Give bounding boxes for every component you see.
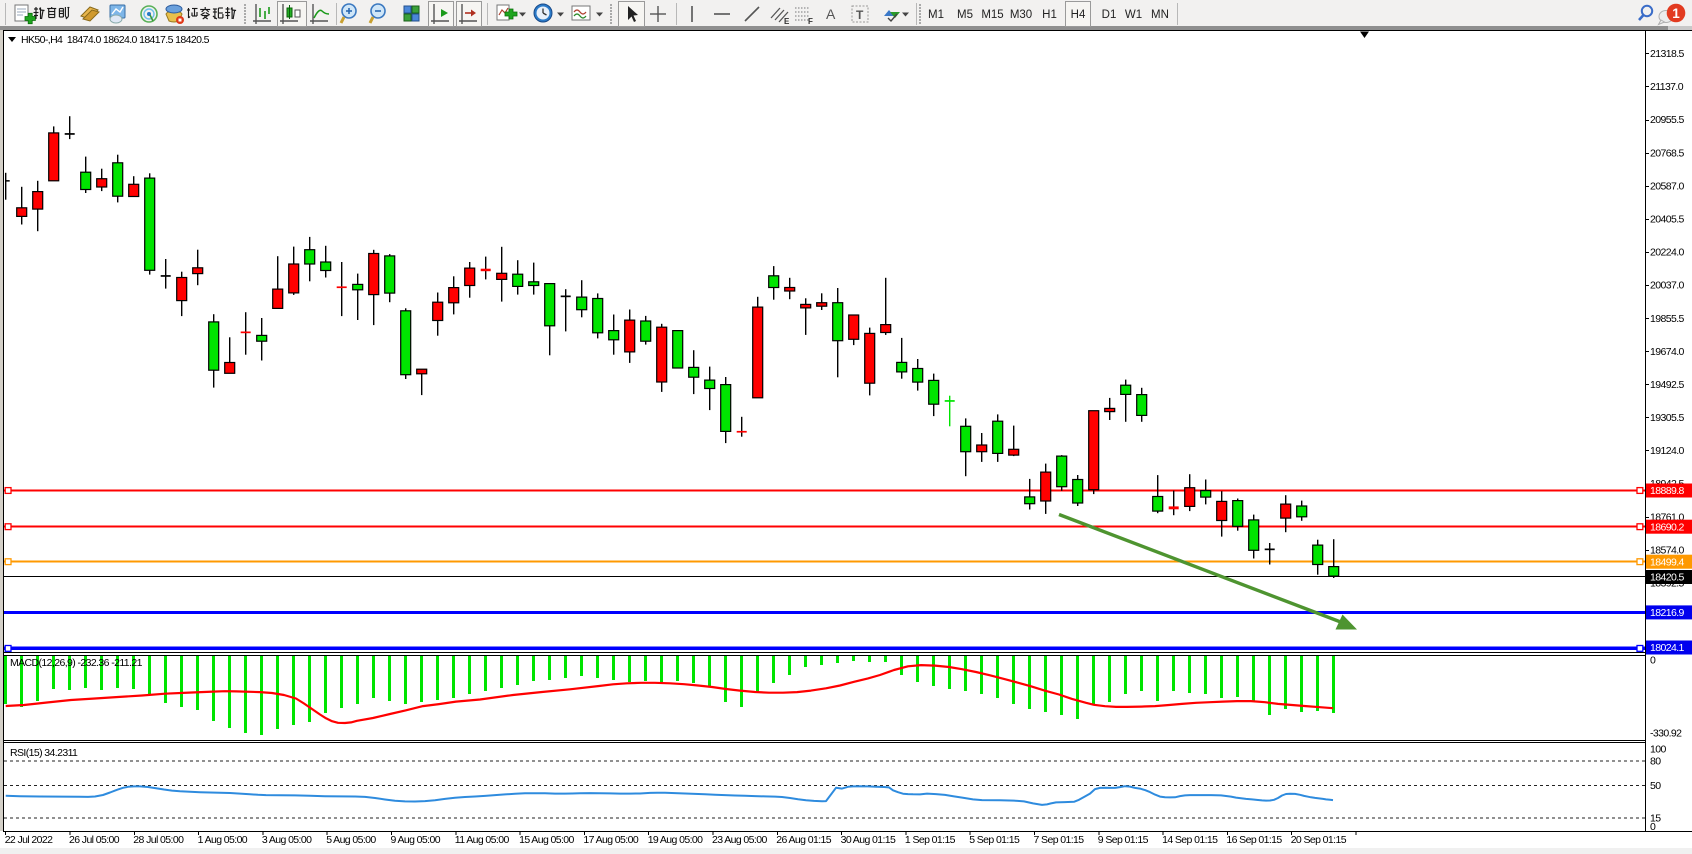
svg-text:1 Aug 05:00: 1 Aug 05:00 <box>198 834 248 846</box>
svg-text:19124.0: 19124.0 <box>1650 445 1685 457</box>
svg-text:H4: H4 <box>1071 9 1086 21</box>
svg-text:9 Sep 01:15: 9 Sep 01:15 <box>1098 834 1149 846</box>
svg-text:20037.0: 20037.0 <box>1650 280 1685 292</box>
svg-text:50: 50 <box>1650 780 1661 792</box>
svg-text:16 Sep 01:15: 16 Sep 01:15 <box>1226 834 1282 846</box>
svg-text:19 Aug 05:00: 19 Aug 05:00 <box>648 834 703 846</box>
svg-text:26 Aug 01:15: 26 Aug 01:15 <box>776 834 831 846</box>
svg-text:15 Aug 05:00: 15 Aug 05:00 <box>519 834 574 846</box>
svg-text:22 Jul 2022: 22 Jul 2022 <box>5 834 53 846</box>
svg-text:1: 1 <box>1672 6 1680 21</box>
svg-text:18574.0: 18574.0 <box>1650 544 1685 556</box>
svg-text:5 Sep 01:15: 5 Sep 01:15 <box>969 834 1020 846</box>
svg-text:HK50-,H4 18474.0 18624.0 1841: HK50-,H4 18474.0 18624.0 18417.5 18420.5 <box>21 34 210 46</box>
svg-text:19674.0: 19674.0 <box>1650 346 1685 358</box>
svg-text:E: E <box>784 17 790 26</box>
svg-text:MACD(12,26,9) -232.36 -211.21: MACD(12,26,9) -232.36 -211.21 <box>10 657 143 669</box>
svg-text:26 Jul 05:00: 26 Jul 05:00 <box>69 834 120 846</box>
svg-text:-330.92: -330.92 <box>1650 728 1682 740</box>
svg-text:M1: M1 <box>928 9 944 21</box>
svg-text:80: 80 <box>1650 756 1661 768</box>
svg-text:19492.5: 19492.5 <box>1650 379 1685 391</box>
svg-text:20955.5: 20955.5 <box>1650 114 1685 126</box>
svg-text:28 Jul 05:00: 28 Jul 05:00 <box>133 834 184 846</box>
svg-text:23 Aug 05:00: 23 Aug 05:00 <box>712 834 767 846</box>
svg-text:18690.2: 18690.2 <box>1650 521 1685 533</box>
svg-text:20405.5: 20405.5 <box>1650 214 1685 226</box>
svg-text:11 Aug 05:00: 11 Aug 05:00 <box>455 834 510 846</box>
svg-text:M30: M30 <box>1010 9 1032 21</box>
svg-text:19305.5: 19305.5 <box>1650 412 1685 424</box>
svg-text:5 Aug 05:00: 5 Aug 05:00 <box>326 834 376 846</box>
svg-text:D1: D1 <box>1102 9 1117 21</box>
svg-text:1 Sep 01:15: 1 Sep 01:15 <box>905 834 956 846</box>
svg-text:M5: M5 <box>957 9 973 21</box>
svg-text:M15: M15 <box>981 9 1003 21</box>
svg-text:RSI(15) 34.2311: RSI(15) 34.2311 <box>10 747 78 759</box>
svg-text:19855.5: 19855.5 <box>1650 313 1685 325</box>
svg-text:21318.5: 21318.5 <box>1650 48 1685 60</box>
svg-text:17 Aug 05:00: 17 Aug 05:00 <box>583 834 638 846</box>
svg-text:15: 15 <box>1650 812 1661 824</box>
svg-text:0: 0 <box>1650 655 1656 667</box>
svg-text:21137.0: 21137.0 <box>1650 81 1684 93</box>
svg-text:3 Aug 05:00: 3 Aug 05:00 <box>262 834 312 846</box>
svg-text:18889.8: 18889.8 <box>1650 485 1685 497</box>
svg-text:20587.0: 20587.0 <box>1650 180 1685 192</box>
svg-text:20224.0: 20224.0 <box>1650 247 1685 259</box>
svg-text:MN: MN <box>1151 9 1169 21</box>
svg-text:A: A <box>826 6 836 22</box>
svg-text:9 Aug 05:00: 9 Aug 05:00 <box>391 834 441 846</box>
svg-text:H1: H1 <box>1042 9 1057 21</box>
svg-text:100: 100 <box>1650 743 1666 755</box>
svg-text:18499.4: 18499.4 <box>1650 556 1685 568</box>
svg-text:20 Sep 01:15: 20 Sep 01:15 <box>1291 834 1347 846</box>
svg-text:18024.1: 18024.1 <box>1650 642 1685 654</box>
svg-text:W1: W1 <box>1125 9 1142 21</box>
svg-text:7 Sep 01:15: 7 Sep 01:15 <box>1034 834 1085 846</box>
svg-text:30 Aug 01:15: 30 Aug 01:15 <box>841 834 896 846</box>
svg-text:20768.5: 20768.5 <box>1650 147 1685 159</box>
svg-text:18216.9: 18216.9 <box>1650 607 1685 619</box>
svg-text:18420.5: 18420.5 <box>1650 572 1685 584</box>
svg-text:F: F <box>808 17 813 26</box>
svg-text:T: T <box>856 8 864 22</box>
svg-text:0: 0 <box>1650 821 1656 833</box>
svg-text:14 Sep 01:15: 14 Sep 01:15 <box>1162 834 1218 846</box>
